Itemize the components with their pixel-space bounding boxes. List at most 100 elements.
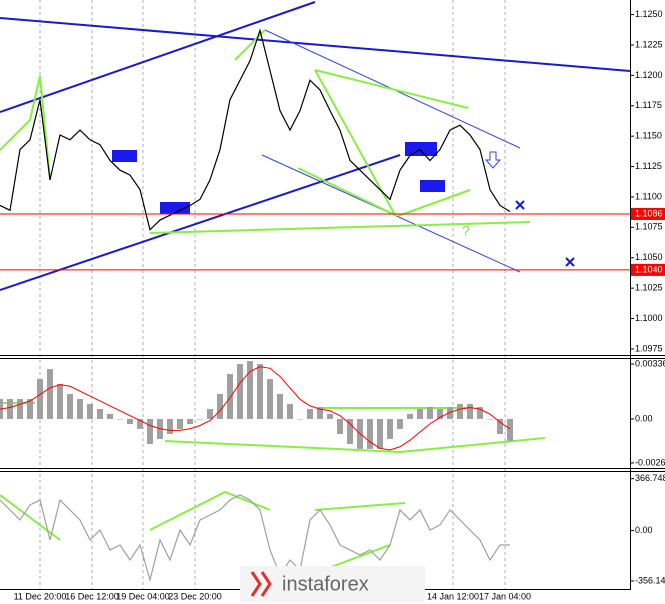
- histogram-bar: [87, 403, 93, 419]
- cross: [515, 200, 525, 210]
- histogram-bar: [227, 374, 233, 419]
- annotation: ?: [462, 223, 470, 239]
- y-tick-label: 0.00336: [635, 358, 665, 368]
- x-tick-label: 16 Dec 12:00: [65, 591, 119, 601]
- grid: [39, 0, 506, 590]
- y-tick-label: 1.1025: [635, 283, 663, 293]
- histogram-bar: [447, 407, 453, 419]
- y-tick-label: 1.1175: [635, 100, 662, 110]
- histogram-bar: [377, 418, 383, 449]
- histogram-bar: [217, 393, 223, 419]
- y-tick-label: 1.0975: [635, 343, 663, 353]
- macd-line: [164, 440, 401, 453]
- histogram-bar: [107, 413, 113, 419]
- histogram-bar: [67, 393, 73, 419]
- histogram-bar: [177, 418, 183, 429]
- pattern-line: [234, 29, 266, 61]
- histogram-bar: [7, 399, 13, 419]
- histogram-bar: [237, 364, 243, 419]
- histogram-bar: [187, 418, 193, 425]
- histogram-bar: [427, 407, 433, 419]
- y-tick-label: 1.1125: [635, 161, 662, 171]
- zone: [112, 150, 137, 162]
- x-tick-label: 11 Dec 20:00: [14, 591, 67, 601]
- histogram-bar: [397, 418, 403, 429]
- y-tick-label: 1.1000: [635, 313, 663, 323]
- histogram-bar: [297, 418, 303, 420]
- histogram-bar: [127, 418, 133, 425]
- histogram-bar: [207, 408, 213, 419]
- histogram-bar: [197, 418, 203, 420]
- y-tick-label: 1.1225: [635, 39, 663, 49]
- price-line: [0, 494, 510, 583]
- histogram-bar: [457, 403, 463, 419]
- histogram-bar: [337, 418, 343, 435]
- pattern-line: [0, 75, 51, 181]
- cci-line: [149, 490, 271, 531]
- histogram-bar: [117, 418, 123, 420]
- zone: [420, 180, 445, 192]
- zone: [405, 142, 437, 156]
- level-label-box: [631, 263, 665, 276]
- histogram-bar: [267, 379, 273, 419]
- y-tick-label: -0.00269: [635, 457, 665, 467]
- pattern-line: [297, 69, 398, 218]
- watermark: instaforex: [240, 566, 425, 602]
- y-tick-label: 1.1200: [635, 70, 663, 80]
- histogram-bar: [327, 413, 333, 419]
- pattern-line: [314, 69, 469, 109]
- histogram-bar: [57, 383, 63, 419]
- y-tick-label: 1.1075: [635, 222, 663, 232]
- cci-line: [0, 494, 61, 541]
- histogram-bar: [307, 408, 313, 419]
- histogram-bar: [407, 413, 413, 419]
- level-label-box: [631, 207, 665, 220]
- histogram-bar: [247, 361, 253, 419]
- histogram-bar: [367, 418, 373, 449]
- logo: [250, 571, 272, 597]
- histogram-bar: [27, 399, 33, 419]
- histogram-bar: [17, 399, 23, 419]
- level-label: 1.1040: [635, 264, 663, 274]
- histogram-bar: [437, 408, 443, 419]
- channel-line: [0, 1, 316, 113]
- channel-line: [0, 154, 401, 291]
- x-tick-label: 14 Jan 12:00: [427, 591, 479, 601]
- histogram-bar: [507, 418, 513, 441]
- cci-line: [314, 502, 406, 511]
- pattern-line: [397, 189, 471, 217]
- histogram-bar: [417, 408, 423, 419]
- histogram-bar: [77, 399, 83, 419]
- histogram-bar: [167, 418, 173, 435]
- histogram-bar: [147, 418, 153, 444]
- signal-line: [0, 366, 511, 451]
- x-tick-label: 17 Jan 04:00: [479, 591, 531, 601]
- zone: [160, 202, 190, 214]
- histogram-bar: [37, 379, 43, 419]
- y-tick-label: -356.145: [635, 575, 665, 585]
- histogram-bar: [287, 403, 293, 419]
- drawings: [0, 1, 631, 586]
- level-label: 1.1086: [635, 208, 663, 218]
- histogram-bar: [347, 418, 353, 444]
- histogram-bar: [467, 403, 473, 419]
- histogram-bar: [277, 393, 283, 419]
- watermark-text: instaforex: [282, 573, 369, 595]
- trend-line: [0, 17, 631, 72]
- price-line: [0, 28, 511, 231]
- y-tick-label: 1.1150: [635, 131, 662, 141]
- histogram-bar: [137, 418, 143, 429]
- histogram-bar: [487, 418, 493, 420]
- histogram-bar: [497, 418, 503, 435]
- y-tick-label: 1.1100: [635, 191, 662, 201]
- y-tick-label: 0.00: [635, 413, 653, 423]
- y-tick-label: 366.748: [635, 473, 665, 483]
- cross: [565, 257, 575, 267]
- histogram-bar: [97, 408, 103, 419]
- histogram-bar: [477, 407, 483, 419]
- x-tick-label: 19 Dec 04:00: [116, 591, 170, 601]
- pattern-line: [149, 221, 531, 234]
